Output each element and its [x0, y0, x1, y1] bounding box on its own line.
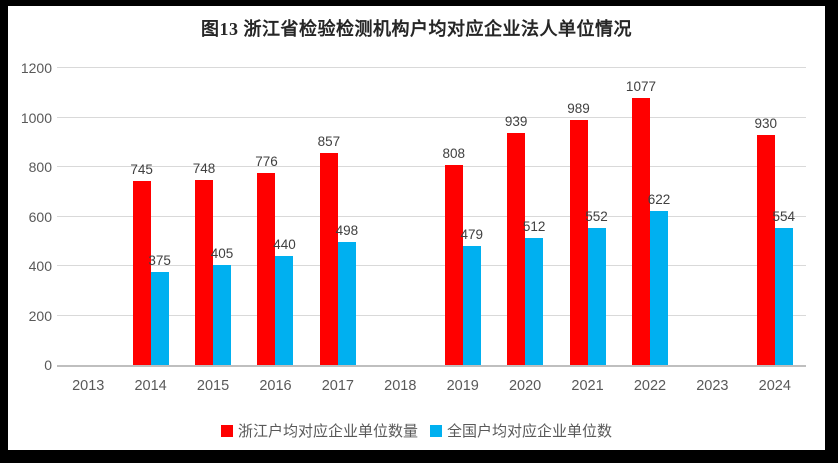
- gridline-600: [57, 215, 806, 217]
- data-label-zhejiang-2024: 930: [754, 115, 778, 131]
- bar-zhejiang-2015: [195, 179, 214, 365]
- data-label-zhejiang-2016: 776: [255, 153, 278, 169]
- data-label-national-2017: 498: [335, 222, 359, 238]
- y-tick-label-400: 400: [28, 258, 52, 274]
- data-label-zhejiang-2014: 745: [130, 161, 153, 177]
- data-label-zhejiang-2022: 1077: [625, 79, 656, 95]
- plot-area: 745 375 748 405 776 440 857 498 808 479 939 512 989 5…: [57, 67, 806, 367]
- data-label-national-2022: 622: [647, 192, 671, 208]
- bar-zhejiang-2019: [444, 165, 463, 365]
- data-label-national-2020: 512: [522, 219, 546, 235]
- legend: 浙江户均对应企业单位数量 全国户均对应企业单位数: [8, 420, 825, 441]
- bar-zhejiang-2016: [257, 172, 276, 365]
- bar-national-2021: [587, 228, 606, 365]
- category-2014: 745 375: [119, 68, 181, 365]
- bar-zhejiang-2022: [631, 98, 650, 365]
- data-label-zhejiang-2020: 939: [504, 113, 528, 129]
- x-tick-label-2022: 2022: [633, 378, 667, 394]
- category-2022: 1077 622: [619, 68, 681, 365]
- y-tick-label-1000: 1000: [20, 109, 52, 126]
- bar-national-2020: [525, 238, 544, 365]
- gridline-1200: [57, 67, 806, 68]
- data-label-zhejiang-2017: 857: [317, 133, 341, 149]
- x-tick-label-2014: 2014: [134, 378, 167, 394]
- bar-national-2022: [649, 211, 668, 365]
- category-2019: 808 479: [432, 68, 494, 365]
- category-2017: 857 498: [307, 68, 369, 365]
- x-tick-label-2024: 2024: [758, 378, 791, 394]
- data-label-zhejiang-2021: 989: [567, 101, 590, 117]
- category-2024: 930 554: [744, 68, 806, 365]
- bar-zhejiang-2024: [756, 134, 775, 365]
- chart-canvas: 图13 浙江省检验检测机构户均对应企业法人单位情况 745 375 748 405 77…: [8, 6, 825, 450]
- bar-zhejiang-2021: [569, 120, 588, 365]
- bar-national-2017: [337, 241, 356, 365]
- bar-zhejiang-2014: [132, 180, 151, 365]
- category-2013: [57, 68, 119, 365]
- bar-national-2015: [213, 264, 232, 365]
- bar-national-2024: [774, 227, 793, 365]
- category-2018: [369, 68, 431, 365]
- legend-label-national: 全国户均对应企业单位数: [447, 423, 613, 440]
- bar-national-2016: [275, 256, 294, 365]
- x-tick-label-2020: 2020: [508, 378, 542, 394]
- data-label-national-2016: 440: [273, 237, 296, 253]
- x-tick-label-2018: 2018: [384, 378, 417, 394]
- data-label-national-2019: 479: [460, 227, 483, 243]
- legend-item-national: 全国户均对应企业单位数: [430, 420, 612, 441]
- gridline-800: [57, 166, 806, 167]
- y-tick-label-0: 0: [44, 357, 52, 373]
- x-tick-label-2023: 2023: [696, 378, 729, 394]
- category-2015: 748 405: [182, 68, 244, 365]
- data-label-zhejiang-2015: 748: [192, 160, 216, 176]
- data-label-national-2014: 375: [148, 253, 171, 269]
- legend-item-zhejiang: 浙江户均对应企业单位数量: [220, 420, 418, 441]
- y-tick-label-600: 600: [28, 208, 52, 225]
- bar-national-2019: [462, 246, 481, 365]
- bar-zhejiang-2020: [507, 132, 526, 365]
- x-tick-label-2016: 2016: [259, 378, 292, 394]
- gridline-1000: [57, 116, 806, 118]
- gridline-400: [57, 265, 806, 266]
- bar-national-2014: [150, 272, 169, 365]
- data-label-national-2015: 405: [210, 245, 234, 261]
- chart-title: 图13 浙江省检验检测机构户均对应企业法人单位情况: [201, 19, 632, 39]
- category-2020: 939 512: [494, 68, 556, 365]
- data-label-zhejiang-2019: 808: [442, 146, 465, 162]
- category-2023: [681, 68, 743, 365]
- bar-zhejiang-2017: [319, 152, 338, 365]
- gridline-200: [57, 314, 806, 316]
- x-tick-label-2017: 2017: [321, 378, 354, 394]
- legend-swatch-national: [430, 424, 442, 437]
- x-tick-label-2015: 2015: [196, 378, 230, 394]
- category-2016: 776 440: [244, 68, 306, 365]
- y-tick-label-200: 200: [28, 307, 52, 324]
- category-2021: 989 552: [556, 68, 618, 365]
- legend-swatch-zhejiang: [220, 424, 233, 437]
- x-tick-label-2013: 2013: [72, 378, 105, 394]
- y-tick-label-800: 800: [28, 159, 52, 175]
- y-tick-label-1200: 1200: [20, 60, 52, 76]
- x-tick-label-2021: 2021: [571, 378, 604, 394]
- legend-label-zhejiang: 浙江户均对应企业单位数量: [237, 423, 418, 440]
- data-label-national-2021: 552: [585, 209, 608, 225]
- data-label-national-2024: 554: [772, 208, 796, 224]
- x-tick-label-2019: 2019: [446, 378, 479, 394]
